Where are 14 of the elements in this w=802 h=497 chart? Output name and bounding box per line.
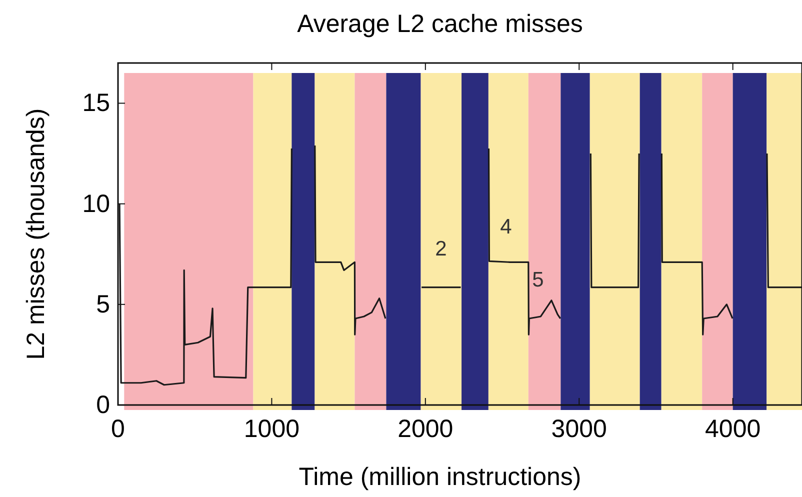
annotation: 4 xyxy=(500,216,512,239)
x-axis-title: Time (million instructions) xyxy=(298,463,582,491)
y-axis-title: L2 misses (thousands) xyxy=(22,108,50,360)
x-tick-label: 3000 xyxy=(551,415,607,443)
x-tick-label: 1000 xyxy=(244,415,300,443)
annotation: 2 xyxy=(435,238,447,261)
y-tick-label: 15 xyxy=(82,89,110,118)
x-tick-label: 2000 xyxy=(398,415,454,443)
annotation: 5 xyxy=(532,268,544,292)
y-tick-label: 5 xyxy=(96,290,110,318)
chart-title: Average L2 cache misses xyxy=(297,10,583,38)
y-tick-label: 10 xyxy=(82,190,110,218)
y-tick-label: 0 xyxy=(96,391,110,419)
x-tick-label: 4000 xyxy=(705,415,761,443)
